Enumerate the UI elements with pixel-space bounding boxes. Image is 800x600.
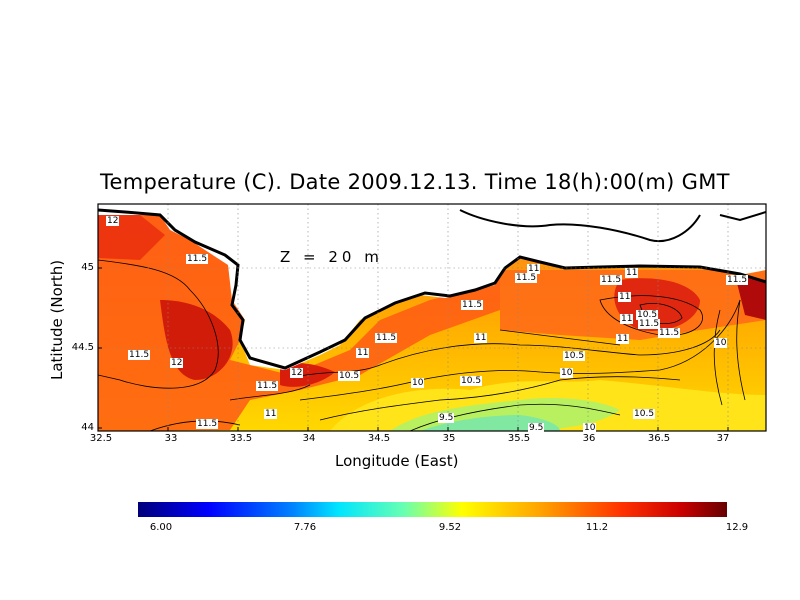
- x-tick-label: 35.5: [507, 433, 531, 444]
- contour-label: 10: [583, 423, 597, 433]
- colorbar-tick-label: 11.2: [585, 522, 609, 533]
- x-axis-title: Longitude (East): [335, 452, 459, 470]
- hot-core-east: [614, 278, 700, 331]
- x-tick-label: 37: [716, 433, 730, 444]
- colorbar-tick-label: 7.76: [293, 522, 317, 533]
- northern-coast: [459, 209, 766, 243]
- contour-label: 11.5: [658, 328, 681, 338]
- contour-label: 11: [620, 314, 634, 324]
- colorbar-tick-label: 12.9: [725, 522, 749, 533]
- contour-label: 10: [411, 378, 425, 388]
- contour-label: 11: [625, 268, 639, 278]
- contour-label: 10.5: [460, 376, 483, 386]
- contour-label: 11.5: [726, 275, 749, 285]
- contour-label: 11: [474, 333, 488, 343]
- contour-label: 11.5: [638, 319, 661, 329]
- contour-label: 9.5: [528, 423, 545, 433]
- contour-label: 10.5: [633, 409, 656, 419]
- contour-label: 10.5: [636, 310, 659, 320]
- depth-label: Z = 20 m: [280, 248, 383, 266]
- x-tick-label: 34.5: [367, 433, 391, 444]
- coolest-core: [420, 415, 560, 431]
- contour-label: 10: [560, 368, 574, 378]
- contour-label: 11: [264, 409, 278, 419]
- y-tick-label: 44: [81, 422, 94, 433]
- x-tick-label: 36: [582, 433, 596, 444]
- y-tick-label: 45: [81, 262, 94, 273]
- crimea-landmass: [98, 204, 766, 370]
- contour-label: 10: [714, 338, 728, 348]
- contour-label: 11.5: [128, 350, 151, 360]
- contour-label: 10.5: [338, 371, 361, 381]
- contour-label: 12: [106, 216, 120, 226]
- colorbar-tick-label: 9.52: [438, 522, 462, 533]
- contour-label: 10.5: [563, 351, 586, 361]
- contour-label: 11.5: [461, 300, 484, 310]
- hot-patch-nw: [98, 215, 165, 260]
- x-tick-label: 34: [302, 433, 316, 444]
- contour-label: 11.5: [186, 254, 209, 264]
- x-tick-label: 35: [442, 433, 456, 444]
- colorbar: [138, 502, 727, 517]
- x-tick-label: 32.5: [89, 433, 113, 444]
- contour-label: 11.5: [256, 381, 279, 391]
- contour-label: 11: [618, 292, 632, 302]
- chart-title: Temperature (C). Date 2009.12.13. Time 1…: [100, 170, 730, 194]
- contour-label: 12: [170, 358, 184, 368]
- grid-lines: [98, 204, 766, 431]
- x-tick-label: 33: [164, 433, 178, 444]
- x-tick-label: 33.5: [229, 433, 253, 444]
- hot-patch-ne: [735, 275, 766, 320]
- contour-label: 11.5: [600, 275, 623, 285]
- y-axis-title: Latitude (North): [48, 259, 66, 380]
- contour-label: 11: [356, 348, 370, 358]
- contour-label: 12: [290, 368, 304, 378]
- contour-label: 11.5: [196, 419, 219, 429]
- contour-label: 11: [527, 264, 541, 274]
- x-tick-label: 36.5: [647, 433, 671, 444]
- colorbar-tick-label: 6.00: [149, 522, 173, 533]
- y-tick-label: 44.5: [71, 342, 94, 353]
- plot-frame: [97, 203, 767, 432]
- contour-label: 11.5: [515, 273, 538, 283]
- field-layer: [98, 204, 766, 431]
- contour-label: 11: [616, 334, 630, 344]
- contour-label: 9.5: [438, 413, 455, 423]
- contour-label: 11.5: [375, 333, 398, 343]
